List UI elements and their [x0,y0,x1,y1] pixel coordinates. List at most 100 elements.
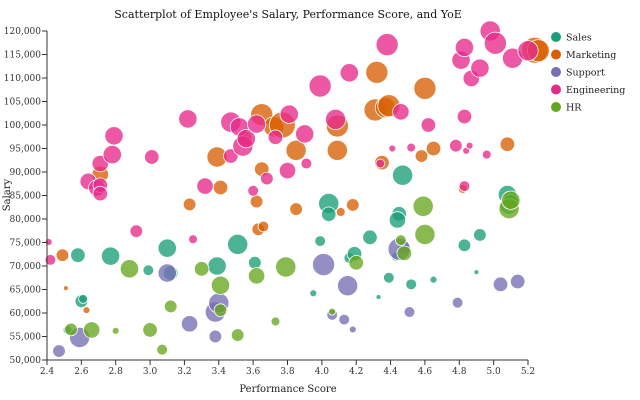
point-sales-11 [309,289,318,298]
point-marketing-6 [212,179,229,196]
x-tick-label: 3.8 [280,367,295,377]
point-sales-29 [473,228,487,242]
x-tick-label: 4.8 [452,367,467,377]
point-engineering-49 [517,40,539,62]
y-tick-label: 50,000 [10,356,42,366]
point-engineering-8 [104,126,124,146]
point-engineering-35 [420,117,437,133]
x-tick-label: 2.6 [74,367,89,377]
point-engineering-22 [267,129,284,145]
legend-swatch-support [551,67,561,77]
point-engineering-21 [260,171,274,186]
x-tick-label: 3.6 [246,367,261,377]
point-marketing-0 [55,248,70,262]
point-sales-12 [314,235,326,247]
legend-label-sales: Sales [566,33,592,44]
point-marketing-12 [257,220,270,233]
point-engineering-9 [129,224,144,238]
point-sales-8 [207,256,227,276]
x-axis-title: Performance Score [239,384,336,395]
point-hr-21 [501,190,521,210]
point-marketing-8 [249,194,264,209]
point-engineering-7 [102,145,122,165]
point-engineering-39 [458,180,471,192]
point-engineering-28 [325,108,347,130]
point-engineering-32 [388,144,397,153]
y-tick-label: 120,000 [4,27,41,37]
point-sales-24 [405,278,417,291]
point-hr-5 [156,343,168,356]
point-hr-1 [83,321,101,339]
point-marketing-18 [326,139,348,161]
legend-swatch-engineering [551,84,561,95]
point-hr-10 [230,328,245,342]
y-tick-label: 100,000 [4,121,41,131]
y-tick-label: 85,000 [10,192,42,202]
point-hr-12 [270,316,281,327]
legend-label-hr: HR [566,103,582,114]
x-tick-label: 4.2 [349,367,363,377]
point-sales-22 [388,211,407,229]
point-marketing-2 [82,306,91,315]
legend-swatch-hr [551,102,561,112]
point-hr-3 [119,259,140,279]
point-marketing-1 [62,285,69,292]
point-hr-4 [142,322,158,338]
point-engineering-27 [308,74,332,98]
point-sales-28 [473,269,480,276]
point-engineering-31 [375,33,399,57]
legend-swatch-sales [551,32,561,42]
y-tick-label: 75,000 [10,239,42,249]
point-sales-5 [142,264,155,277]
point-hr-13 [275,256,297,278]
point-engineering-25 [295,124,315,144]
point-engineering-13 [196,177,214,195]
point-marketing-16 [289,202,303,216]
point-engineering-18 [236,129,256,149]
chart-title: Scatterplot of Employee's Salary, Perfor… [114,8,461,21]
y-tick-label: 60,000 [10,309,42,319]
point-engineering-44 [470,58,490,78]
point-sales-19 [383,271,395,284]
point-engineering-12 [188,234,198,245]
x-tick-label: 3.0 [143,367,158,377]
y-tick-label: 70,000 [10,262,42,272]
point-engineering-26 [300,157,313,170]
point-hr-7 [193,261,210,277]
point-sales-1 [70,247,86,263]
point-hr-19 [414,223,436,246]
y-tick-label: 90,000 [10,168,42,178]
point-marketing-22 [365,60,389,84]
x-tick-label: 5.0 [486,367,501,377]
legend-label-marketing: Marketing [566,50,616,61]
point-engineering-45 [481,149,492,160]
point-engineering-36 [449,138,463,153]
point-engineering-23 [278,161,297,180]
point-hr-9 [210,275,231,295]
point-support-14 [451,296,464,309]
point-engineering-20 [246,114,267,134]
legend-label-engineering: Engineering [566,85,625,96]
point-marketing-26 [414,149,429,163]
point-engineering-34 [406,142,417,153]
y-tick-label: 105,000 [4,98,41,108]
point-sales-18 [375,294,382,300]
point-support-10 [337,275,359,297]
point-engineering-30 [375,158,386,169]
point-hr-2 [111,326,120,335]
point-sales-9 [227,233,249,255]
x-tick-label: 4.6 [418,367,433,377]
point-sales-17 [362,229,378,246]
point-engineering-1 [44,254,57,266]
point-engineering-10 [144,149,160,165]
point-sales-14 [321,206,337,223]
point-hr-14 [328,307,337,316]
point-engineering-33 [392,103,410,121]
y-tick-label: 115,000 [4,51,41,61]
point-sales-23 [392,164,414,186]
point-engineering-40 [456,108,473,125]
x-tick-label: 2.8 [109,367,124,377]
point-engineering-24 [279,104,299,124]
point-support-2 [157,263,177,283]
